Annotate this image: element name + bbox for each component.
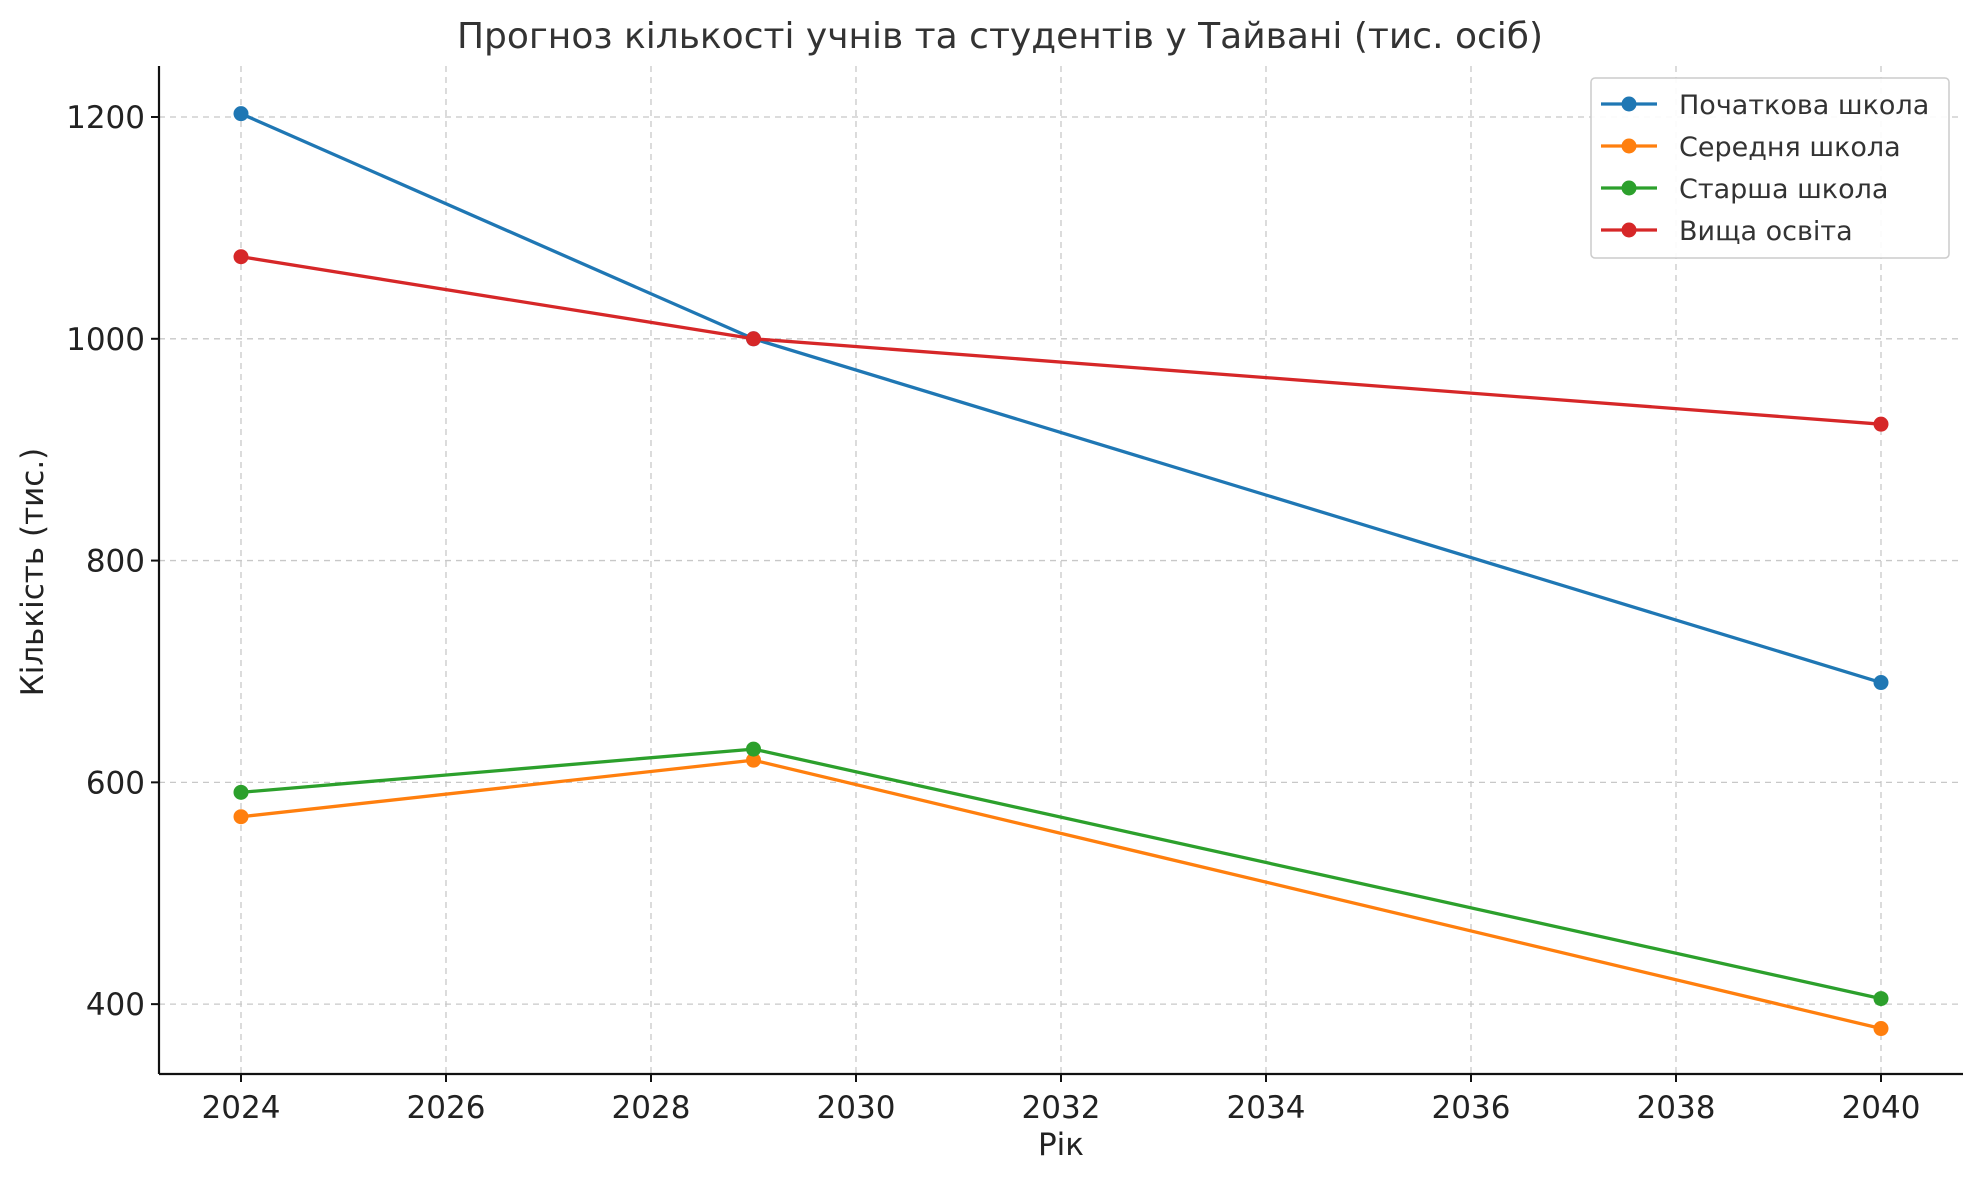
legend: Початкова школа Середня школа Старша школа… [1590,77,1950,259]
legend-label: Початкова школа [1679,90,1929,121]
data-point [1873,675,1889,691]
data-point [746,331,761,347]
legend-marker [1621,180,1637,196]
series-2 [233,741,1889,1007]
series-lines [233,106,1889,1037]
legend-label: Старша школа [1679,174,1888,205]
data-point [746,752,761,768]
legend-entry-0: Початкова школа [1601,90,1929,121]
legend-label: Середня школа [1679,132,1901,163]
data-point [1873,416,1889,432]
series-3 [233,249,1889,432]
legend-entry-1: Середня школа [1601,132,1901,163]
legend-marker [1621,138,1637,154]
axis-ticks: 2024 2026 2028 2030 2032 2034 2036 2038 2040 400 6… [66,100,1920,1126]
x-tick-label: 2026 [407,1090,486,1126]
legend-marker [1621,96,1637,112]
y-axis-label: Кількість (тис.) [15,448,51,697]
y-tick-label: 400 [86,987,145,1023]
x-tick-label: 2034 [1227,1090,1306,1126]
legend-entry-3: Вища освіта [1601,216,1853,247]
y-tick-label: 1000 [66,322,145,358]
data-point [233,106,249,122]
legend-label: Вища освіта [1679,216,1853,247]
series-1 [233,752,1889,1037]
data-point [1873,1021,1889,1037]
data-point [233,784,249,800]
data-point [233,809,249,825]
legend-entry-2: Старша школа [1601,174,1888,205]
x-tick-label: 2040 [1842,1090,1921,1126]
x-tick-label: 2036 [1432,1090,1511,1126]
x-tick-label: 2024 [202,1090,281,1126]
legend-box [1590,77,1950,259]
data-point [1873,991,1889,1007]
y-tick-label: 600 [86,765,145,801]
legend-marker [1621,222,1637,238]
data-point [233,249,249,265]
chart-title: Прогноз кількості учнів та студентів у Т… [457,16,1543,57]
x-tick-label: 2028 [612,1090,691,1126]
x-tick-label: 2032 [1022,1090,1101,1126]
y-tick-label: 1200 [66,100,145,136]
y-tick-label: 800 [86,544,145,580]
x-tick-label: 2038 [1637,1090,1716,1126]
data-point [746,741,761,757]
x-axis-label: Рік [1038,1127,1084,1163]
x-tick-label: 2030 [817,1090,896,1126]
